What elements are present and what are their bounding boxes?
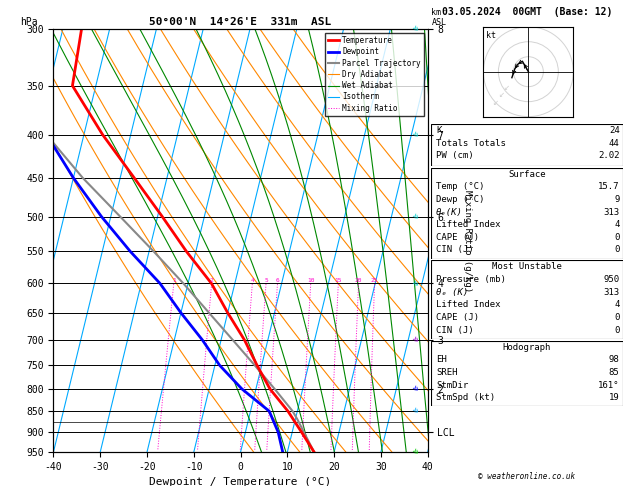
Text: »: » <box>409 278 421 289</box>
Text: 20: 20 <box>355 278 362 283</box>
Y-axis label: Mixing Ratio (g/kg): Mixing Ratio (g/kg) <box>463 190 472 292</box>
Text: 950: 950 <box>603 275 620 284</box>
Legend: Temperature, Dewpoint, Parcel Trajectory, Dry Adiabat, Wet Adiabat, Isotherm, Mi: Temperature, Dewpoint, Parcel Trajectory… <box>325 33 424 116</box>
Text: Temp (°C): Temp (°C) <box>436 182 484 191</box>
Text: 2: 2 <box>210 278 213 283</box>
Text: 4: 4 <box>614 300 620 310</box>
Text: 44: 44 <box>609 139 620 148</box>
Text: Lifted Index: Lifted Index <box>436 220 501 229</box>
Text: 4: 4 <box>614 220 620 229</box>
Text: 0: 0 <box>614 245 620 255</box>
Text: StmSpd (kt): StmSpd (kt) <box>436 393 495 402</box>
Text: Dewp (°C): Dewp (°C) <box>436 195 484 204</box>
Text: km
ASL: km ASL <box>431 8 447 27</box>
Text: K: K <box>436 126 442 135</box>
Text: »: » <box>409 383 421 395</box>
Text: ↙: ↙ <box>498 89 504 99</box>
Text: Pressure (mb): Pressure (mb) <box>436 275 506 284</box>
Text: »: » <box>409 129 421 140</box>
Text: 0: 0 <box>614 233 620 242</box>
Text: 9: 9 <box>614 195 620 204</box>
Title: 50°00'N  14°26'E  331m  ASL: 50°00'N 14°26'E 331m ASL <box>150 17 331 27</box>
Text: 6: 6 <box>276 278 279 283</box>
Text: CIN (J): CIN (J) <box>436 326 474 335</box>
Text: »: » <box>409 334 421 346</box>
Text: PW (cm): PW (cm) <box>436 151 474 160</box>
Text: ↙: ↙ <box>503 82 509 92</box>
Text: »: » <box>409 405 421 417</box>
Text: »: » <box>409 23 421 35</box>
Text: CIN (J): CIN (J) <box>436 245 474 255</box>
Text: θₑ (K): θₑ (K) <box>436 288 468 297</box>
Text: »: » <box>409 446 421 458</box>
Text: © weatheronline.co.uk: © weatheronline.co.uk <box>478 472 576 481</box>
Text: 0: 0 <box>614 326 620 335</box>
Text: Surface: Surface <box>508 170 545 179</box>
Text: 313: 313 <box>603 288 620 297</box>
Text: 98: 98 <box>609 355 620 364</box>
Text: 5: 5 <box>264 278 268 283</box>
Text: 24: 24 <box>609 126 620 135</box>
Text: ↙: ↙ <box>493 97 498 106</box>
Text: Lifted Index: Lifted Index <box>436 300 501 310</box>
Text: SREH: SREH <box>436 368 457 377</box>
Text: kt: kt <box>486 31 496 40</box>
Text: 19: 19 <box>609 393 620 402</box>
Text: CAPE (J): CAPE (J) <box>436 313 479 322</box>
Text: 10: 10 <box>307 278 314 283</box>
Text: CAPE (J): CAPE (J) <box>436 233 479 242</box>
Text: 2.02: 2.02 <box>598 151 620 160</box>
X-axis label: Dewpoint / Temperature (°C): Dewpoint / Temperature (°C) <box>150 477 331 486</box>
Text: Totals Totals: Totals Totals <box>436 139 506 148</box>
Text: Hodograph: Hodograph <box>503 343 551 352</box>
Text: 15: 15 <box>335 278 342 283</box>
Text: 25: 25 <box>371 278 378 283</box>
Text: 161°: 161° <box>598 381 620 390</box>
Text: »: » <box>409 210 421 223</box>
Text: 313: 313 <box>603 208 620 217</box>
Text: 0: 0 <box>614 313 620 322</box>
Text: EH: EH <box>436 355 447 364</box>
Text: 1: 1 <box>172 278 175 283</box>
Text: 4: 4 <box>250 278 254 283</box>
Text: hPa: hPa <box>19 17 37 27</box>
Text: 15.7: 15.7 <box>598 182 620 191</box>
Text: 03.05.2024  00GMT  (Base: 12): 03.05.2024 00GMT (Base: 12) <box>442 7 612 17</box>
Text: 85: 85 <box>609 368 620 377</box>
Text: Most Unstable: Most Unstable <box>492 262 562 272</box>
Text: StmDir: StmDir <box>436 381 468 390</box>
Text: θₑ(K): θₑ(K) <box>436 208 463 217</box>
